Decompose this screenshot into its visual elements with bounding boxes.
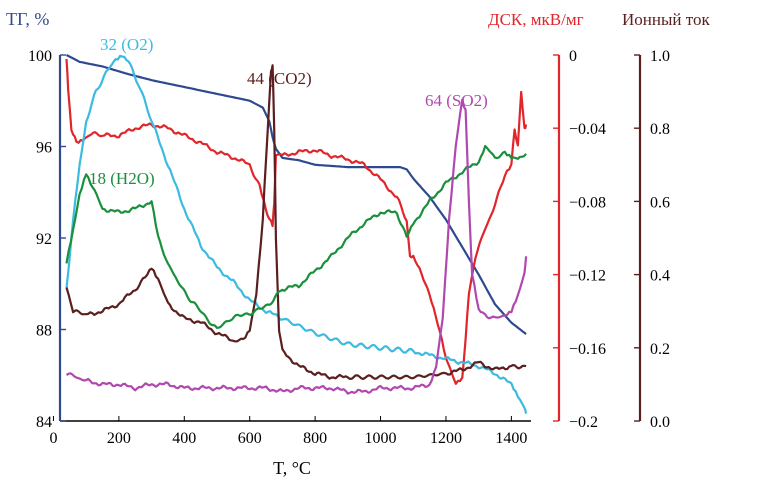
ion-tick-label: 0.2 (650, 341, 670, 358)
x-tick-label: 1400 (495, 430, 527, 447)
dsc-tick-label: −0.12 (569, 268, 606, 285)
dsc-curve (65, 58, 528, 385)
x-axis-title: T, °C (273, 458, 311, 478)
x-tick-label: 800 (303, 430, 327, 447)
x-tick-label: 1200 (430, 430, 462, 447)
tg-tick-label: 92 (36, 231, 52, 248)
x-tick-label: 1000 (365, 430, 397, 447)
so2-annotation: 64 (SO2) (425, 91, 488, 110)
x-tick-label: 600 (238, 430, 262, 447)
so2-ion-current-curve (65, 98, 528, 395)
series-layer (65, 54, 528, 414)
dsc-tick-label: −0.08 (569, 194, 606, 211)
ion-tick-label: 0.8 (650, 121, 670, 138)
h2o-ion-current-curve (65, 144, 527, 329)
ion-tick-label: 1.0 (650, 48, 670, 65)
co2-ion-current-curve (65, 64, 527, 380)
ion-tick-label: 0.4 (650, 268, 670, 285)
dsc-tick-label: −0.2 (569, 414, 598, 431)
dsc-tick-label: 0 (569, 48, 577, 65)
x-tick-label: 0 (49, 430, 57, 447)
tg-tick-label: 88 (36, 323, 52, 340)
tg-axis-title: ТГ, % (6, 9, 49, 29)
x-tick-label: 400 (172, 430, 196, 447)
h2o-annotation: 18 (H2O) (89, 169, 155, 188)
dsc-tick-label: −0.04 (569, 121, 606, 138)
co2-annotation: 44 (CO2) (247, 69, 312, 88)
o2-annotation: 32 (O2) (100, 35, 153, 54)
tg-tick-label: 96 (36, 140, 52, 157)
tg-tick-label: 84 (36, 414, 52, 431)
ion-tick-label: 0.6 (650, 194, 670, 211)
o2-ion-current-curve (65, 54, 528, 414)
dsc-axis-title: ДСК, мкВ/мг (488, 10, 584, 29)
ion-tick-label: 0.0 (650, 414, 670, 431)
ion-current-axis-title: Ионный ток (622, 10, 710, 29)
tg-tick-label: 100 (28, 48, 52, 65)
dsc-tick-label: −0.16 (569, 341, 606, 358)
x-tick-label: 200 (107, 430, 131, 447)
